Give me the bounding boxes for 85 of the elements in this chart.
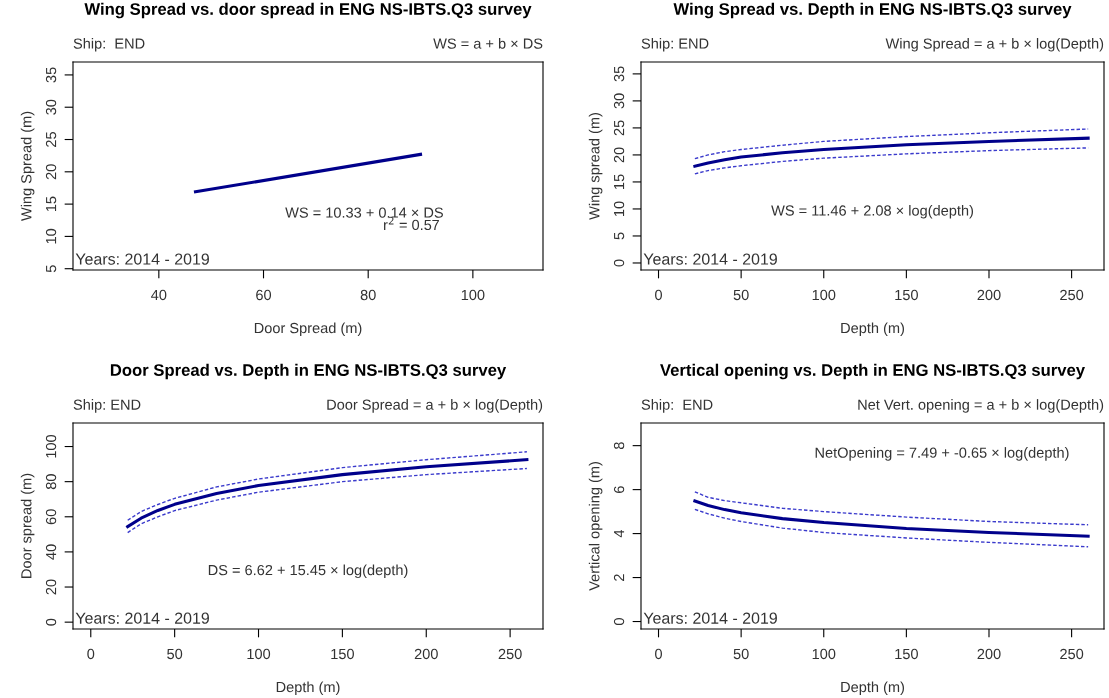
x-tick-label: 250	[498, 648, 522, 660]
x-tick-label: 250	[1060, 289, 1084, 301]
y-tick-label: 25	[613, 120, 625, 136]
x-tick-label: 0	[655, 289, 662, 301]
y-tick-label: 60	[45, 509, 57, 525]
y-tick-label: 0	[613, 618, 625, 626]
annotation: NetOpening = 7.49 + -0.65 × log(depth)	[815, 447, 1069, 461]
text: Ship: END	[641, 399, 713, 413]
y-axis-title: Wing Spread (m)	[20, 111, 35, 222]
y-tick-label: 25	[45, 132, 57, 147]
annotation: WS = 10.33 + 0.14 × DS	[285, 207, 443, 218]
chart-title: Wing Spread vs. Depth in ENG NS-IBTS.Q3 survey	[673, 2, 1072, 19]
x-axis-title: Depth (m)	[276, 681, 340, 696]
text: Wing Spread = a + b × log(Depth)	[885, 38, 1104, 52]
x-axis-title: Door Spread (m)	[254, 322, 362, 337]
text: Ship: END	[73, 38, 145, 52]
y-tick-label: 10	[613, 201, 625, 216]
y-tick-label: 5	[46, 265, 57, 273]
x-tick-label: 200	[414, 648, 438, 660]
y-axis-title: Door spread (m)	[20, 473, 35, 578]
y-tick-label: 100	[45, 434, 57, 458]
y-tick-label: 8	[613, 442, 625, 450]
y-tick-label: 2	[613, 574, 625, 581]
x-tick-label: 100	[247, 648, 271, 660]
x-tick-label: 80	[360, 289, 376, 301]
y-tick-label: 20	[613, 147, 625, 163]
y-tick-label: 20	[45, 164, 57, 180]
x-tick-label: 60	[256, 289, 272, 301]
y-tick-label: 15	[46, 196, 57, 212]
x-tick-label: 250	[1060, 648, 1084, 660]
y-tick-label: 30	[45, 99, 57, 115]
y-tick-label: 80	[45, 474, 57, 490]
x-tick-label: 50	[733, 289, 749, 301]
chart-title: Door Spread vs. Depth in ENG NS-IBTS.Q3 survey	[110, 363, 507, 380]
line-series	[694, 491, 1089, 526]
annotation: Years: 2014 - 2019	[643, 612, 777, 624]
y-tick-label: 0	[613, 259, 625, 267]
line-series	[126, 458, 529, 529]
x-tick-label: 200	[977, 289, 1001, 301]
x-tick-label: 0	[87, 648, 95, 660]
y-tick-label: 30	[613, 93, 625, 109]
line-series	[694, 147, 1089, 175]
y-tick-label: 0	[45, 618, 57, 626]
x-tick-label: 100	[812, 648, 836, 660]
x-tick-label: 0	[655, 648, 662, 660]
x-tick-label: 50	[167, 648, 183, 660]
annotation: Years: 2014 - 2019	[75, 253, 209, 265]
y-tick-label: 5	[614, 232, 625, 240]
y-tick-label: 35	[613, 66, 625, 82]
line-series	[694, 508, 1089, 548]
x-tick-label: 40	[151, 289, 167, 301]
y-axis-title: Vertical opening (m)	[588, 462, 603, 591]
x-tick-label: 150	[331, 648, 354, 660]
y-tick-label: 10	[45, 228, 57, 244]
text: WS = a + b × DS	[433, 38, 543, 49]
x-tick-label: 150	[895, 289, 918, 301]
y-tick-label: 15	[614, 174, 625, 189]
y-tick-label: 40	[45, 544, 57, 560]
chart-title: Vertical opening vs. Depth in ENG NS-IBTS.Q3 survey	[660, 363, 1085, 380]
x-tick-label: 100	[812, 289, 836, 301]
annotation: Years: 2014 - 2019	[75, 612, 209, 624]
y-tick-label: 20	[45, 579, 57, 595]
line-series	[693, 136, 1090, 168]
line-series	[126, 451, 528, 521]
y-tick-label: 6	[613, 486, 625, 493]
x-tick-label: 150	[895, 648, 918, 660]
x-axis-title: Depth (m)	[841, 322, 905, 337]
text: Door Spread = a + b × log(Depth)	[327, 399, 543, 413]
line-series	[126, 467, 528, 534]
x-axis-title: Depth (m)	[841, 681, 905, 696]
y-axis-title: Wing spread (m)	[588, 113, 603, 220]
annotation: WS = 11.46 + 2.08 × log(depth)	[771, 204, 974, 219]
annotation: DS = 6.62 + 15.45 × log(depth)	[208, 564, 408, 579]
annotation: Years: 2014 - 2019	[643, 253, 777, 265]
x-tick-label: 200	[977, 648, 1001, 660]
text: Ship: END	[73, 399, 141, 413]
x-tick-label: 100	[461, 289, 485, 301]
y-tick-label: 4	[614, 529, 625, 538]
chart-title: Wing Spread vs. door spread in ENG NS-IBTS.Q3 survey	[84, 2, 532, 19]
text: Net Vert. opening = a + b × log(Depth)	[858, 399, 1104, 413]
x-tick-label: 50	[733, 648, 749, 660]
y-tick-label: 35	[45, 67, 57, 83]
line-series	[694, 128, 1089, 160]
line-series	[693, 499, 1090, 538]
text: Ship: END	[641, 38, 709, 52]
